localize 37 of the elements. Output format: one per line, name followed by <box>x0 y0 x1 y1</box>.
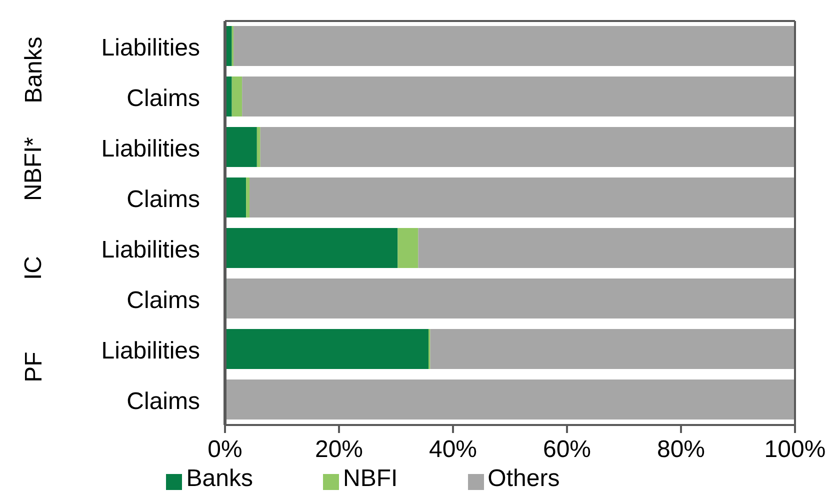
bar <box>242 76 795 116</box>
bar <box>225 380 795 420</box>
y-tick-label: Claims <box>126 186 200 213</box>
y-tick-label: Liabilities <box>101 34 200 62</box>
bar <box>225 127 257 167</box>
legend-label: Banks <box>186 465 253 492</box>
y-tick-label: Liabilities <box>101 236 200 264</box>
legend-label: Others <box>488 465 560 492</box>
bar <box>225 178 246 218</box>
bar <box>430 329 795 369</box>
bar <box>246 178 250 218</box>
x-tick-label: 100% <box>764 436 826 463</box>
y-tick-label: Claims <box>126 388 200 415</box>
x-tick-label: 60% <box>542 436 592 463</box>
bar <box>260 127 795 167</box>
x-tick-label: 40% <box>428 436 478 463</box>
y-tick-label: Liabilities <box>101 135 200 162</box>
bar <box>225 329 428 369</box>
text: Banks <box>20 36 48 103</box>
y-tick-label: Liabilities <box>101 337 200 364</box>
bar <box>234 26 795 66</box>
text: NBFI* <box>20 136 48 201</box>
legend-label: NBFI <box>343 465 398 492</box>
x-tick-label: 80% <box>656 436 706 463</box>
y-tick-label: Claims <box>126 286 200 314</box>
bar <box>398 228 418 268</box>
x-tick-label: 20% <box>314 436 364 463</box>
bar <box>226 278 795 318</box>
text: PF <box>20 351 48 382</box>
bar <box>418 228 795 268</box>
y-tick-label: Claims <box>126 84 200 112</box>
text: IC <box>20 256 48 280</box>
bar <box>232 76 242 116</box>
bar <box>250 178 795 218</box>
bar <box>256 127 260 167</box>
bar <box>225 228 398 268</box>
x-tick-label: 0% <box>208 436 242 463</box>
